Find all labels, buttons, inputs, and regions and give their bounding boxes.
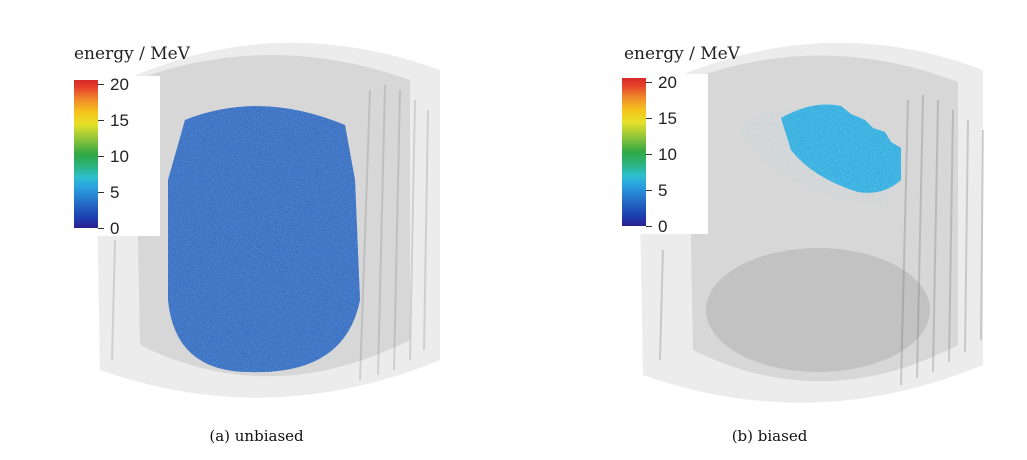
panel-biased: energy / MeV 20 15 10 5 0 (b) biased (513, 0, 1026, 460)
colorbar-tick (646, 190, 652, 191)
colorbar-tick-label: 0 (658, 217, 668, 236)
colorbar-tick-label: 5 (658, 181, 668, 200)
vessel-outer (638, 42, 983, 403)
colorbar-gradient (74, 80, 98, 228)
colorbar-tick-label: 5 (110, 183, 120, 202)
colorbar-tick (98, 192, 104, 193)
particle-cloud-unbiased (168, 106, 360, 373)
colorbar-tick (98, 228, 104, 229)
colorbar-title: energy / MeV (74, 44, 190, 64)
colorbar-tick-label: 10 (658, 145, 677, 164)
colorbar-tick (646, 118, 652, 119)
colorbar-gradient (622, 78, 646, 226)
reactor-visualization-biased (638, 42, 984, 403)
vessel-stripes (111, 84, 429, 381)
colorbar-tick-label: 15 (658, 109, 677, 128)
colorbar-tick-label: 10 (110, 147, 129, 166)
colorbar-tick (646, 82, 652, 83)
colorbar-tick (98, 156, 104, 157)
caption-unbiased: (a) unbiased (209, 427, 304, 445)
colorbar-tick (646, 154, 652, 155)
colorbar-tick (646, 226, 652, 227)
particle-cloud-biased (781, 104, 901, 193)
colorbar-tick-label: 0 (110, 219, 120, 238)
caption-biased: (b) biased (731, 427, 808, 445)
panel-unbiased: energy / MeV 20 15 10 5 0 (a) unbiased (0, 0, 513, 460)
colorbar-tick-label: 20 (110, 75, 129, 94)
colorbar-tick-label: 20 (658, 73, 677, 92)
reactor-visualization-unbiased (95, 42, 440, 398)
colorbar-tick (98, 120, 104, 121)
vessel-stripes (659, 94, 984, 386)
colorbar-tick-label: 15 (110, 111, 129, 130)
colorbar-tick (98, 84, 104, 85)
vessel-base (706, 248, 930, 372)
colorbar-title: energy / MeV (624, 44, 740, 64)
